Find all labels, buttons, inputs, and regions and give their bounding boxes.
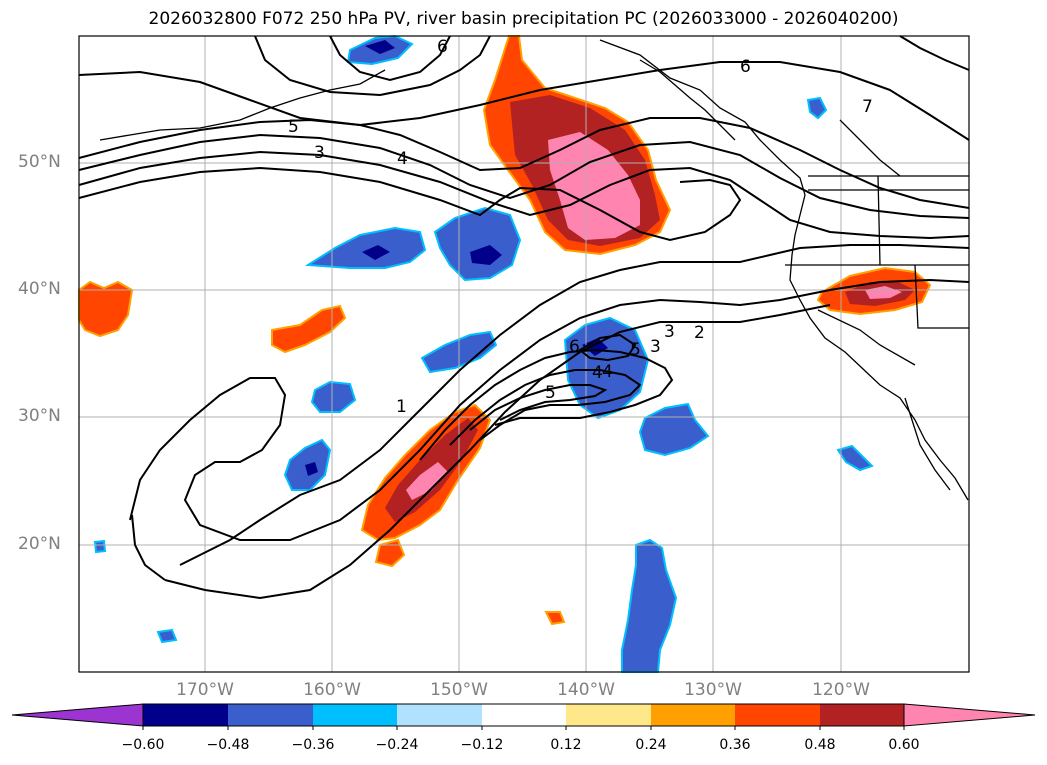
colorbar-swatch <box>735 704 820 726</box>
colorbar-tick-label: −0.60 <box>121 737 165 753</box>
contour-labels: 1 2 3 4 5 6 7 3 4 5 6 6 <box>288 37 873 417</box>
lon-label: 120°W <box>812 680 870 700</box>
contour-label: 6 <box>569 337 580 357</box>
contour-label: 3 <box>314 143 325 163</box>
colorbar-tick-label: 0.48 <box>804 737 836 753</box>
map-title: 2026032800 F072 250 hPa PV, river basin … <box>148 9 899 29</box>
colorbar-swatch <box>397 704 482 726</box>
colorbar-tick-label: 0.24 <box>635 737 667 753</box>
contour-label: 5 <box>545 383 556 403</box>
colorbar-swatch <box>651 704 735 726</box>
colorbar-tick-label: −0.24 <box>375 737 419 753</box>
precipitation-shading <box>78 34 932 673</box>
contour-label: 5 <box>288 117 299 137</box>
colorbar-swatch <box>820 704 904 726</box>
lat-label: 20°N <box>18 534 61 554</box>
negative-blob-small1 <box>310 380 357 413</box>
colorbar-swatch <box>143 704 228 726</box>
contour-label: 7 <box>862 97 873 117</box>
lat-label: 40°N <box>18 279 61 299</box>
colorbar-swatch <box>566 704 651 726</box>
map-frame <box>78 35 970 673</box>
colorbar-tick-label: 0.36 <box>719 737 751 753</box>
negative-blob-n2 <box>433 206 522 282</box>
contour-label: 4 <box>592 363 603 383</box>
positive-blob-central <box>271 304 347 354</box>
pv-contours <box>78 35 970 600</box>
colorbar-swatch <box>313 704 397 726</box>
contour-label: 3 <box>650 337 661 357</box>
lon-label: 140°W <box>557 680 615 700</box>
lon-label: 160°W <box>303 680 361 700</box>
lat-label: 50°N <box>18 152 61 172</box>
contour-label: 4 <box>397 149 408 169</box>
colorbar-swatch <box>228 704 313 726</box>
contour-label: 6 <box>740 57 751 77</box>
colorbar-extend-left <box>11 703 144 727</box>
contour-label: 6 <box>437 37 448 57</box>
negative-band-south <box>621 538 678 673</box>
colorbar-swatch <box>482 704 566 726</box>
colorbar-extend-right <box>903 703 1036 727</box>
lon-label: 150°W <box>430 680 488 700</box>
positive-blob-west <box>78 280 134 338</box>
colorbar-tick-label: 0.60 <box>888 737 920 753</box>
lon-label: 130°W <box>684 680 742 700</box>
colorbar-tick-label: −0.48 <box>206 737 250 753</box>
negative-blob-n1 <box>304 226 427 269</box>
lat-label: 30°N <box>18 406 61 426</box>
colorbar <box>11 703 1036 730</box>
contour-label: 1 <box>396 397 407 417</box>
colorbar-tick-label: 0.12 <box>550 737 582 753</box>
lon-label: 170°W <box>176 680 234 700</box>
colorbar-tick-label: −0.12 <box>460 737 504 753</box>
contour-label: 2 <box>694 323 705 343</box>
colorbar-tick-label: −0.36 <box>291 737 335 753</box>
